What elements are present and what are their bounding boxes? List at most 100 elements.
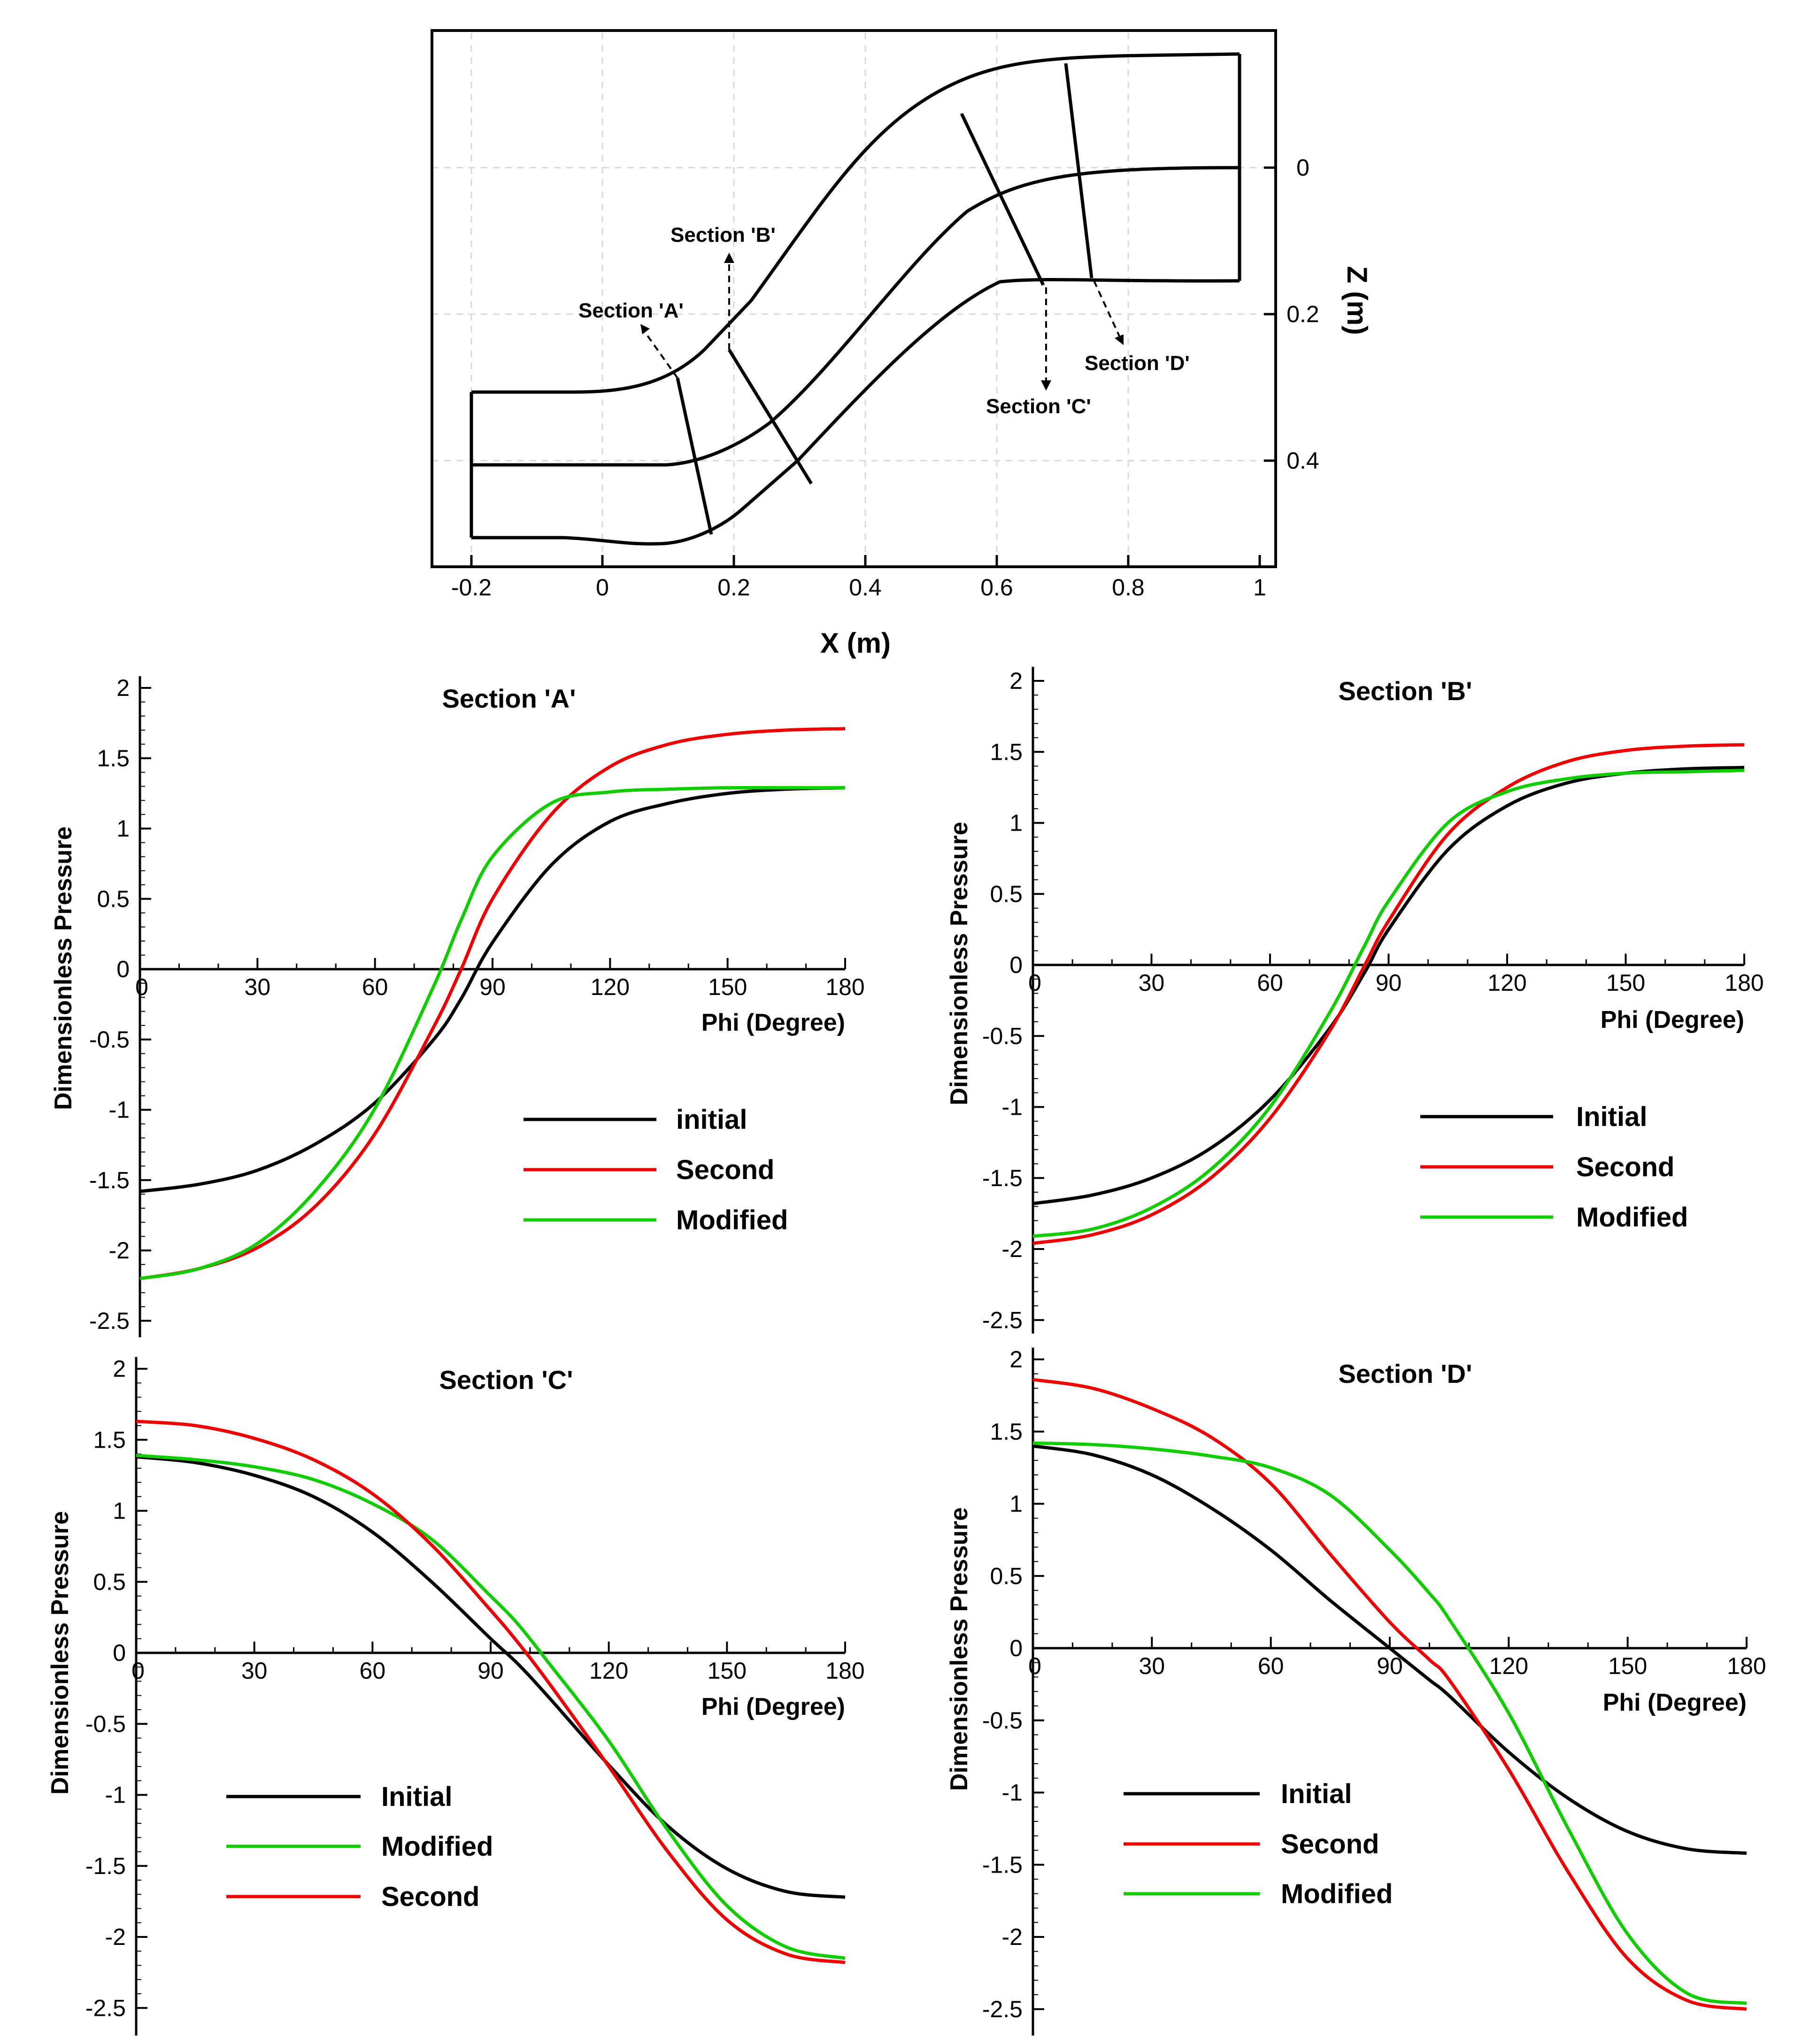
legend-label: Modified [381, 1831, 493, 1862]
y-tick-label: 1 [113, 1498, 126, 1524]
x-tick-label: 120 [591, 974, 630, 1000]
y-tick-label: 1 [1009, 810, 1023, 836]
geometry-x-tick-label: -0.2 [451, 574, 492, 601]
x-tick-label: 30 [245, 974, 271, 1000]
x-tick-label: 90 [479, 974, 506, 1000]
legend-label: Second [1281, 1829, 1379, 1859]
y-tick-label: 1.5 [990, 1419, 1023, 1445]
y-axis-label: Dimensionless Pressure [46, 1511, 74, 1795]
legend: initial Second Modified [524, 1104, 788, 1235]
legend-label: Second [676, 1155, 775, 1185]
section-b-label: Section 'B' [670, 224, 776, 247]
geometry-x-tick-label: 0 [596, 574, 609, 601]
duct-bottom-wall [471, 278, 1240, 546]
series-line-modified [1032, 1441, 1747, 2005]
y-tick-label: -0.5 [982, 1023, 1023, 1049]
y-tick-label: 2 [116, 675, 130, 701]
series-line-initial [136, 1455, 846, 1899]
legend: Initial Second Modified [1124, 1779, 1393, 1909]
x-tick-label: 0 [131, 1658, 145, 1684]
y-tick-label: 0 [116, 956, 130, 982]
geometry-x-axis-label: X (m) [820, 627, 891, 659]
y-tick-label: 0.5 [990, 881, 1023, 907]
y-axis-label: Dimensionless Pressure [946, 822, 973, 1105]
x-tick-label: 180 [1725, 970, 1763, 996]
y-tick-label: 0.5 [93, 1569, 126, 1595]
chart-section-c: Section 'C' Phi (Degree) Dimensionless P… [46, 1356, 865, 2036]
legend-label: Modified [1281, 1879, 1393, 1909]
chart-title: Section 'D' [1339, 1359, 1472, 1388]
series-line-initial [1032, 1444, 1747, 1855]
series-line-second [1032, 743, 1745, 1245]
section-a-label: Section 'A' [578, 299, 684, 322]
section-a-line [676, 378, 713, 535]
section-callouts [640, 253, 1124, 391]
geometry-z-ticks [1264, 166, 1276, 462]
x-tick-label: 150 [1608, 1653, 1647, 1679]
legend-label: Modified [676, 1205, 788, 1235]
y-tick-label: 0.5 [97, 886, 130, 912]
y-tick-label: -1 [1002, 1094, 1023, 1120]
y-tick-label: 0.5 [990, 1563, 1023, 1589]
x-tick-label: 30 [1139, 1653, 1165, 1679]
legend-label: Initial [1281, 1779, 1352, 1809]
x-tick-label: 180 [825, 974, 864, 1000]
geometry-z-axis-label: Z (m) [1341, 266, 1373, 335]
x-tick-label: 150 [1606, 970, 1645, 996]
geometry-z-tick-label: 0.2 [1286, 301, 1319, 327]
y-tick-label: -1 [105, 1782, 126, 1808]
y-tick-label: 2 [113, 1356, 126, 1382]
y-axis-label: Dimensionless Pressure [50, 826, 77, 1110]
x-tick-label: 120 [1489, 1653, 1528, 1679]
legend-label: Initial [381, 1782, 452, 1812]
y-tick-label: -0.5 [982, 1707, 1023, 1734]
chart-section-d: Section 'D' Phi (Degree) Dimensionless P… [946, 1346, 1766, 2036]
x-tick-label: 60 [1258, 1653, 1284, 1679]
y-tick-label: 0 [113, 1640, 126, 1666]
x-tick-label: 60 [360, 1658, 386, 1684]
section-c-label: Section 'C' [986, 395, 1091, 418]
y-tick-label: 2 [1009, 1346, 1023, 1373]
y-tick-label: 1.5 [93, 1427, 126, 1453]
legend-label: Second [1576, 1152, 1675, 1182]
y-tick-label: -0.5 [85, 1711, 126, 1737]
geometry-z-tick-label: 0.4 [1286, 447, 1319, 474]
y-tick-label: 0 [1009, 952, 1023, 978]
duct-geometry-panel: -0.2 0 0.2 0.4 0.6 0.8 1 0 0.2 0.4 X (m)… [431, 29, 1373, 659]
geometry-x-tick-label: 1 [1253, 574, 1266, 601]
y-tick-label: -2 [1002, 1924, 1023, 1950]
x-axis-label: Phi (Degree) [701, 1693, 845, 1720]
section-c-line [960, 113, 1045, 286]
y-tick-label: -0.5 [89, 1026, 130, 1053]
y-tick-label: -2.5 [982, 1307, 1023, 1333]
geometry-x-tick-label: 0.6 [980, 574, 1013, 601]
y-tick-label: -2.5 [982, 1996, 1023, 2022]
x-tick-label: 60 [1257, 970, 1283, 996]
y-tick-label: -1 [109, 1097, 130, 1123]
series-line-second [136, 1419, 846, 1964]
y-tick-label: 1 [116, 816, 130, 842]
x-tick-label: 0 [1028, 970, 1041, 996]
geometry-x-ticks [470, 555, 1261, 567]
x-tick-label: 60 [362, 974, 388, 1000]
x-tick-label: 90 [477, 1658, 504, 1684]
geometry-frame [431, 29, 1277, 568]
section-b-line [728, 349, 813, 485]
chart-title: Section 'B' [1339, 676, 1472, 706]
y-axis-label: Dimensionless Pressure [946, 1507, 973, 1791]
x-tick-label: 90 [1376, 970, 1402, 996]
x-tick-label: 0 [135, 974, 148, 1000]
section-d-label: Section 'D' [1085, 352, 1190, 375]
series-line-modified [139, 786, 845, 1280]
legend-label: Second [381, 1882, 480, 1912]
y-tick-label: 0 [1009, 1635, 1023, 1661]
y-tick-label: -1.5 [982, 1851, 1023, 1878]
x-tick-label: 120 [1487, 970, 1526, 996]
legend: Initial Second Modified [1420, 1102, 1688, 1233]
y-tick-label: -2.5 [85, 1995, 126, 2021]
y-tick-label: -2 [1002, 1236, 1023, 1262]
series-line-modified [136, 1454, 846, 1960]
geometry-grid [432, 33, 1276, 567]
y-tick-label: 2 [1009, 668, 1023, 694]
